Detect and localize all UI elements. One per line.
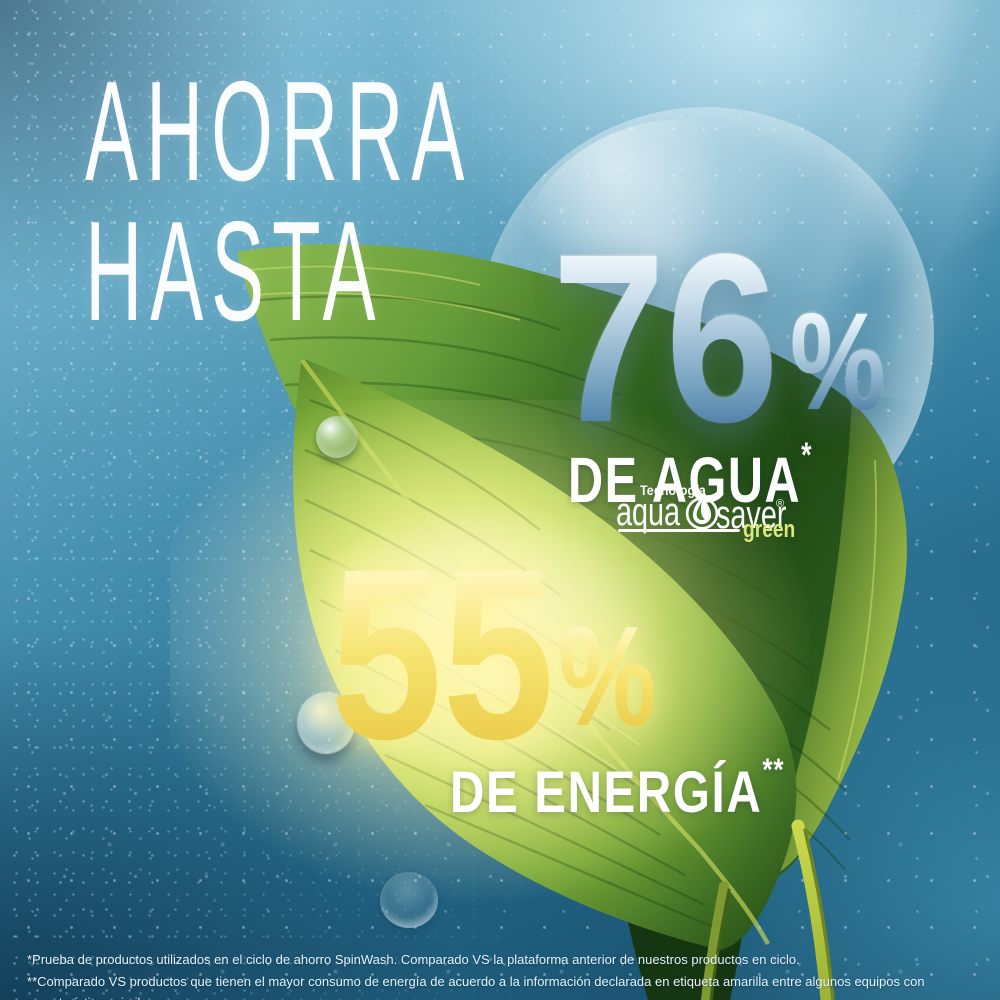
- water-label-text: DE AGUA: [568, 444, 802, 517]
- energy-stat-unit: %: [558, 597, 657, 756]
- logo-pretitle: Tecnología: [640, 482, 706, 498]
- registered-mark: ®: [776, 498, 785, 510]
- footnote-line-2: **Comparado VS productos que tienen el m…: [27, 973, 925, 1000]
- logo-brand-first: aqua: [616, 490, 681, 534]
- water-stat-label: DE AGUA*: [568, 424, 812, 512]
- footnotes: *Prueba de productos utilizados en el ci…: [27, 949, 987, 1000]
- headline: AHORRA HASTA: [85, 52, 473, 351]
- footnote-line-1: *Prueba de productos utilizados en el ci…: [27, 952, 800, 967]
- logo-variant: green: [743, 516, 796, 543]
- energy-stat-value: 55: [330, 519, 555, 790]
- logo-underline: [618, 529, 740, 532]
- energy-footnote-marker: **: [762, 751, 785, 787]
- water-droplet-on-leaf: [316, 416, 358, 458]
- aquasaver-logo: Tecnología aqua saver ® green: [612, 482, 822, 552]
- energy-label-text: DE ENERGÍA: [450, 759, 763, 825]
- logo-brand-second: saver: [716, 493, 787, 537]
- water-droplet-misty: [297, 692, 355, 754]
- water-droplet-ring: [380, 872, 438, 928]
- water-footnote-marker: *: [801, 436, 813, 475]
- water-stat-unit: %: [790, 285, 886, 439]
- water-drop-icon: [685, 495, 719, 530]
- water-stat-value: 76: [552, 204, 779, 472]
- headline-line1: AHORRA: [85, 52, 473, 211]
- energy-stat-label: DE ENERGÍA**: [450, 740, 784, 822]
- headline-line2: HASTA: [85, 192, 384, 351]
